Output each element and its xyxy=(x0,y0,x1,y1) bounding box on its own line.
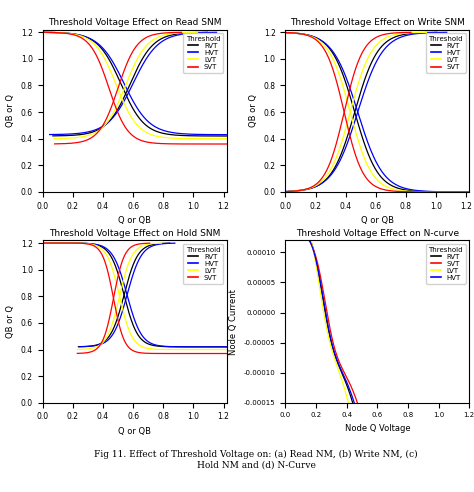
Title: Threshold Voltage Effect on N-curve: Threshold Voltage Effect on N-curve xyxy=(296,229,459,238)
X-axis label: Q or QB: Q or QB xyxy=(118,427,151,436)
Title: Threshold Voltage Effect on Hold SNM: Threshold Voltage Effect on Hold SNM xyxy=(49,229,220,238)
Y-axis label: QB or Q: QB or Q xyxy=(6,94,15,127)
Y-axis label: QB or Q: QB or Q xyxy=(249,94,258,127)
X-axis label: Node Q Voltage: Node Q Voltage xyxy=(345,424,410,433)
Legend: RVT, HVT, LVT, SVT: RVT, HVT, LVT, SVT xyxy=(426,33,466,73)
Title: Threshold Voltage Effect on Read SNM: Threshold Voltage Effect on Read SNM xyxy=(48,18,221,28)
Text: Fig 11. Effect of Threshold Voltage on: (a) Read NM, (b) Write NM, (c)
Hold NM a: Fig 11. Effect of Threshold Voltage on: … xyxy=(94,450,418,469)
Legend: RVT, HVT, LVT, SVT: RVT, HVT, LVT, SVT xyxy=(183,244,223,283)
Legend: RVT, SVT, LVT, HVT: RVT, SVT, LVT, HVT xyxy=(426,244,466,283)
Y-axis label: QB or Q: QB or Q xyxy=(6,305,15,338)
Y-axis label: Node Q Current: Node Q Current xyxy=(229,289,238,355)
X-axis label: Q or QB: Q or QB xyxy=(118,216,151,225)
X-axis label: Q or QB: Q or QB xyxy=(361,216,394,225)
Title: Threshold Voltage Effect on Write SNM: Threshold Voltage Effect on Write SNM xyxy=(290,18,465,28)
Legend: RVT, HVT, LVT, SVT: RVT, HVT, LVT, SVT xyxy=(183,33,223,73)
